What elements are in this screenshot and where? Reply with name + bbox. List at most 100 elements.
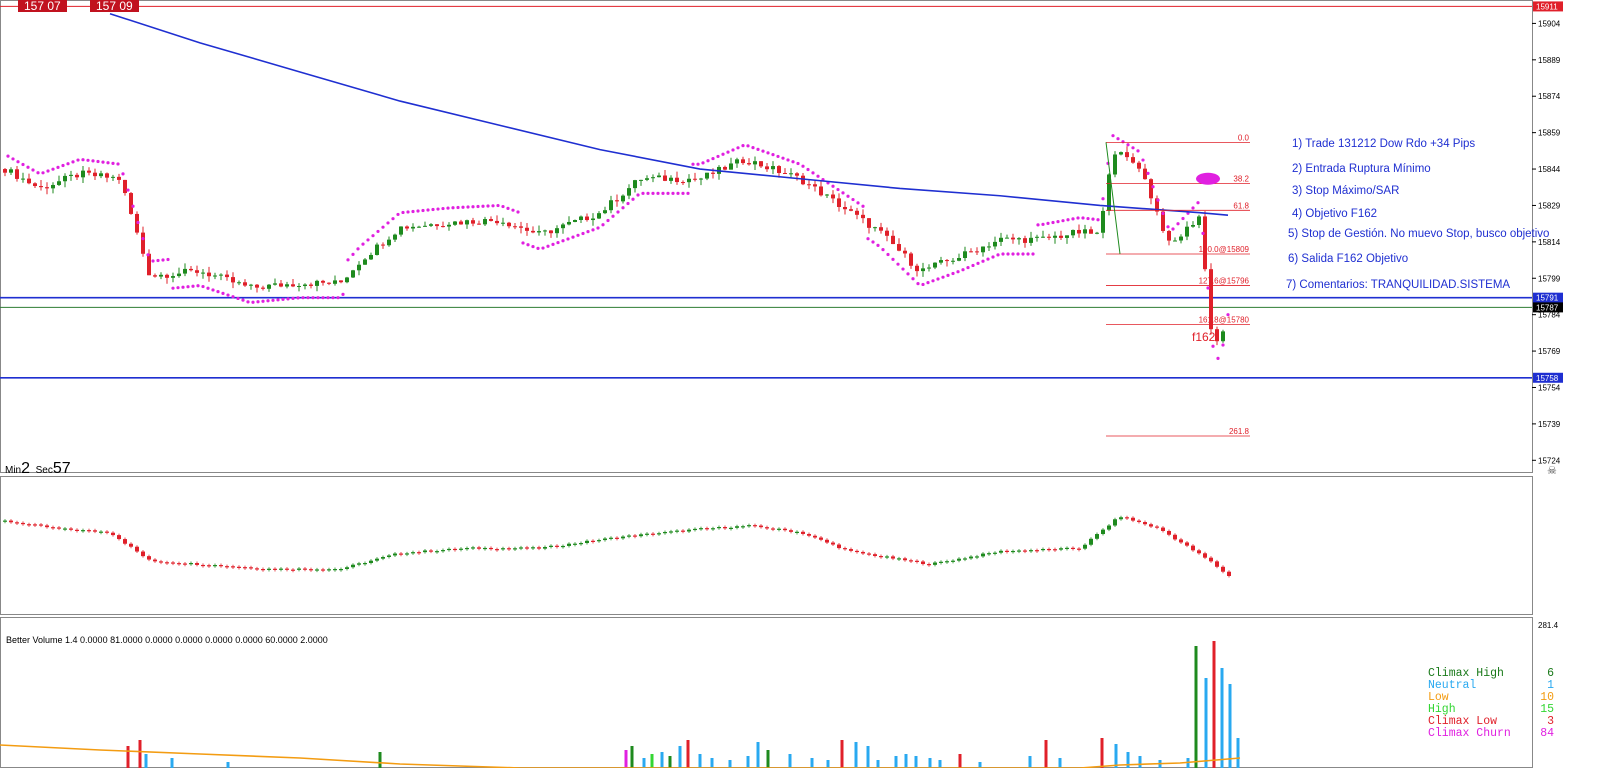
sar-dot [341, 292, 345, 297]
candle-body [951, 260, 955, 262]
sar-dot [1026, 252, 1030, 256]
sar-dot [976, 261, 980, 265]
price-tick-label: 15889 [1538, 56, 1561, 65]
candle-body [249, 284, 253, 286]
candle-body [471, 220, 475, 224]
note-7: 7) Comentarios: TRANQUILIDAD.SISTEMA [1286, 279, 1511, 291]
candle-body [609, 200, 613, 211]
candle-body [99, 173, 103, 177]
sar-dot [786, 158, 790, 162]
volume-indicator-title: Better Volume 1.4 0.0000 81.0000 0.0000 … [6, 635, 328, 645]
candle-body [1083, 229, 1087, 234]
oscillator-bar [831, 542, 835, 545]
oscillator-bar [273, 568, 277, 570]
legend-row-low: Low 10 [1428, 691, 1554, 704]
sar-dot [441, 206, 445, 211]
oscillator-bar [1077, 548, 1081, 550]
price-tick-label: 15724 [1538, 456, 1561, 465]
sar-dot [156, 258, 160, 263]
skull-icon: ☠ [1547, 465, 1557, 477]
sar-dot [1146, 171, 1150, 176]
sar-dot [286, 297, 290, 301]
oscillator-bar [1167, 530, 1171, 535]
candle-body [777, 166, 781, 174]
candle-body [849, 209, 853, 211]
candle-body [807, 184, 811, 186]
candle-body [405, 226, 409, 229]
oscillator-bar [951, 560, 955, 562]
sar-dot [331, 296, 335, 300]
sar-dot [541, 246, 545, 250]
sar-dot [616, 210, 620, 214]
sar-dot [636, 193, 640, 197]
candle-body [885, 230, 889, 236]
price-tick-label: 15874 [1538, 92, 1561, 101]
oscillator-bar [1173, 534, 1177, 540]
fib-level-label: 261.8 [1229, 427, 1250, 436]
volume-bar [904, 754, 908, 768]
candle-body [549, 230, 553, 234]
oscillator-bar [189, 563, 193, 565]
sar-dot [131, 204, 135, 208]
candle-body [21, 178, 25, 180]
oscillator-bar [735, 526, 739, 528]
oscillator-bar [681, 530, 685, 532]
candle-body [1089, 229, 1093, 234]
sar-dot [451, 206, 455, 210]
sar-dot [1196, 201, 1200, 205]
oscillator-bar [33, 524, 37, 526]
sar-dot [506, 206, 510, 210]
sar-dot [761, 149, 765, 153]
oscillator-bar [183, 563, 187, 565]
oscillator-bar [981, 553, 985, 557]
sar-dot [936, 277, 940, 281]
candle-body [207, 272, 211, 277]
sar-dot [326, 296, 330, 300]
volume-bar [1204, 678, 1208, 768]
candle-body [63, 175, 67, 182]
volume-bar [144, 754, 148, 768]
price-panel: 15904 15889 15874 15859 15844 15829 15814 15799… [0, 0, 1563, 473]
oscillator-bar [939, 561, 943, 563]
oscillator-bar [573, 543, 577, 545]
candle-body [1065, 235, 1069, 238]
sar-dot [436, 207, 440, 211]
candle-body [729, 163, 733, 170]
oscillator-bar [261, 569, 265, 571]
oscillator-bar [279, 568, 283, 570]
candle-body [897, 244, 901, 251]
sar-dot [831, 184, 835, 188]
sar-dot [1191, 206, 1195, 210]
oscillator-bar [651, 533, 655, 535]
sar-dot [621, 206, 625, 210]
sar-dot [486, 204, 490, 208]
candle-body [459, 221, 463, 225]
timer-min-value: 2 [21, 460, 31, 477]
candle-body [453, 221, 457, 225]
candle-body [1191, 225, 1195, 227]
sar-dot [361, 242, 365, 246]
volume-bar [1194, 646, 1198, 768]
oscillator-bar [1185, 542, 1189, 546]
sar-dot [856, 201, 860, 205]
candle-body [1017, 238, 1021, 240]
sar-dot [276, 298, 280, 302]
oscillator-bar [927, 564, 931, 566]
candle-body [915, 265, 919, 272]
price-tag-bg [1533, 372, 1563, 383]
sar-dot [641, 191, 645, 195]
sar-dot [1081, 216, 1085, 220]
sar-dot [191, 284, 195, 288]
sar-dot [951, 271, 955, 276]
sar-dot [696, 162, 700, 166]
candle-body [633, 180, 637, 189]
candle-body [1131, 157, 1135, 163]
volume-bar [728, 760, 732, 768]
oscillator-bar [1119, 517, 1123, 520]
oscillator-bar [453, 548, 457, 551]
price-tag-bg [1533, 292, 1563, 303]
sar-dot [181, 285, 185, 289]
sar-dot [426, 208, 430, 212]
price-tick-label: 15769 [1538, 347, 1561, 356]
oscillator-bar [9, 520, 13, 523]
